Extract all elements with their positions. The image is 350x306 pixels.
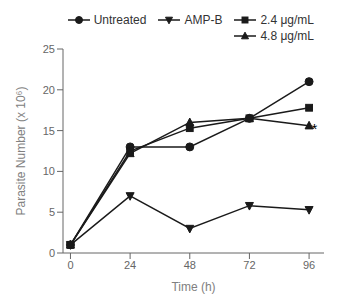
svg-text:15: 15 — [43, 125, 55, 137]
svg-text:48: 48 — [184, 259, 196, 271]
html-text:2.4 μg/mL: 2.4 μg/mL — [260, 13, 314, 27]
svg-text:96: 96 — [303, 259, 315, 271]
svg-text:24: 24 — [124, 259, 136, 271]
svg-text:0: 0 — [67, 259, 73, 271]
svg-text:Time (h): Time (h) — [171, 280, 215, 294]
svg-text:Parasite Number (x 10⁶): Parasite Number (x 10⁶) — [14, 87, 28, 216]
svg-text:10: 10 — [43, 165, 55, 177]
svg-text:20: 20 — [43, 84, 55, 96]
html-text:Untreated: Untreated — [93, 13, 147, 27]
svg-text:0: 0 — [49, 247, 55, 259]
html-text:4.8 μg/mL: 4.8 μg/mL — [260, 29, 314, 43]
html-text:AMP-B: AMP-B — [184, 13, 223, 27]
svg-text:25: 25 — [43, 43, 55, 55]
svg-text:5: 5 — [49, 206, 55, 218]
svg-text:72: 72 — [243, 259, 255, 271]
